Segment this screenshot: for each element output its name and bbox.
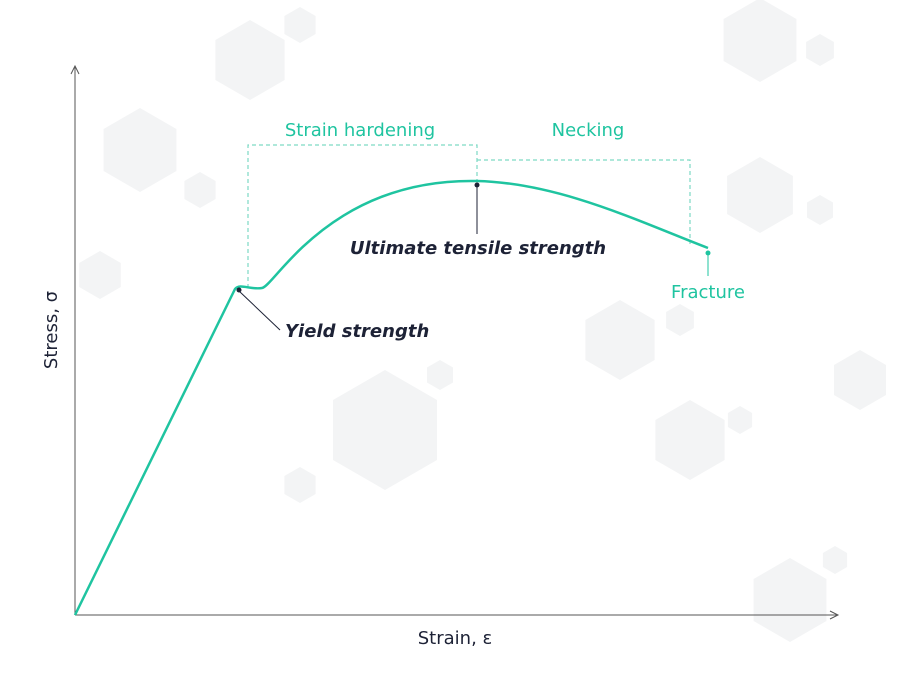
hexagon xyxy=(585,300,655,380)
yield-leader xyxy=(238,290,281,331)
hexagon xyxy=(333,370,437,490)
x-axis-arrow xyxy=(829,610,840,620)
hexagon xyxy=(284,467,316,503)
hexagon xyxy=(215,20,285,100)
hexagon xyxy=(727,406,753,434)
region-label: Necking xyxy=(552,120,625,141)
brackets xyxy=(247,144,691,288)
hexagon xyxy=(103,108,177,192)
hexagon xyxy=(79,251,121,299)
y-axis-label: Stress, σ xyxy=(41,291,62,369)
hexagon xyxy=(822,546,848,574)
yield-point xyxy=(236,287,242,293)
hexagon xyxy=(727,157,793,233)
x-axis-label: Strain, ε xyxy=(418,628,493,649)
hexagon xyxy=(655,400,725,480)
hexagon xyxy=(723,0,797,82)
hexagon xyxy=(753,558,827,642)
strain-hardening-bracket xyxy=(247,144,478,288)
region-label: Strain hardening xyxy=(285,120,435,141)
hexagon xyxy=(184,172,216,208)
ultimate-point xyxy=(474,182,480,188)
background-hexagons xyxy=(79,0,886,642)
hexagon xyxy=(427,360,453,390)
hexagon xyxy=(666,304,694,336)
point-label: Fracture xyxy=(671,282,745,303)
y-axis-arrow xyxy=(70,64,80,75)
hexagon xyxy=(834,350,886,410)
hexagon xyxy=(806,34,834,66)
point-label: Yield strength xyxy=(285,321,429,342)
hexagon xyxy=(807,195,833,225)
hexagon xyxy=(284,7,316,43)
point-label: Ultimate tensile strength xyxy=(350,238,606,259)
necking-bracket xyxy=(477,159,691,244)
stress-strain-curve xyxy=(73,179,709,616)
axes xyxy=(70,64,840,620)
fracture-point xyxy=(705,250,711,256)
